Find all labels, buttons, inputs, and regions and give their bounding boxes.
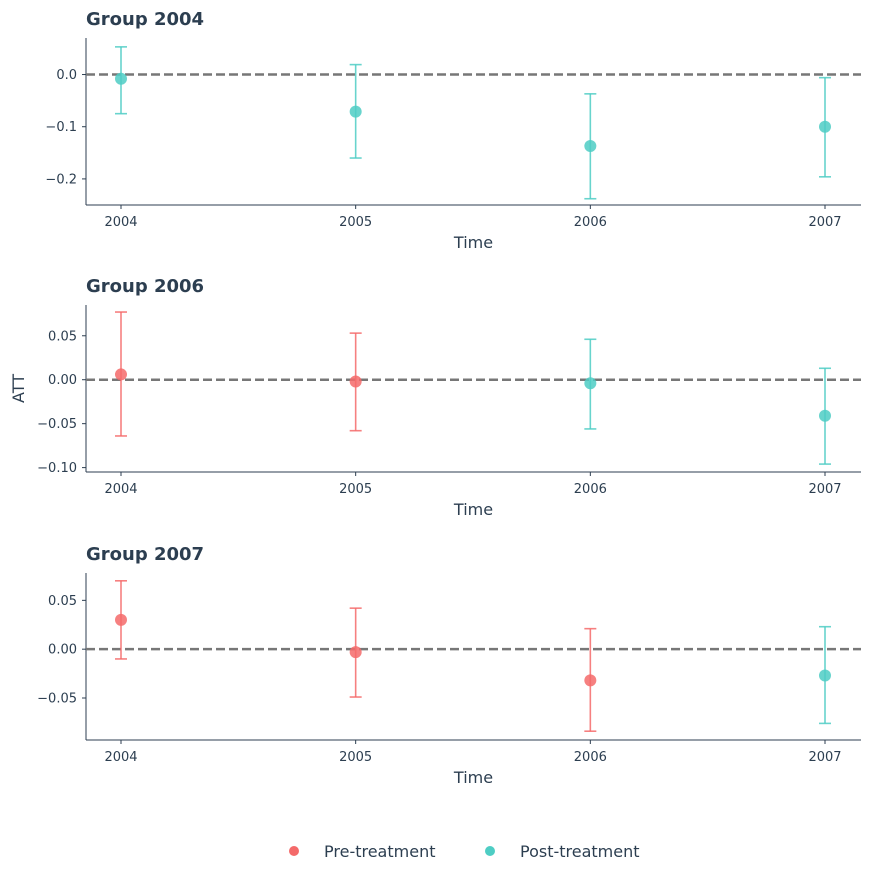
point-marker bbox=[584, 674, 597, 687]
data-point-2007 bbox=[819, 367, 831, 465]
data-point-2005 bbox=[349, 607, 362, 698]
data-point-2006 bbox=[584, 338, 597, 430]
y-tick-label: 0.0 bbox=[56, 68, 77, 83]
chart-panels: Group 2004 0.0 −0.1 −0.2 2004 2005 2006 2007 Tim… bbox=[9, 9, 861, 787]
y-tick-label: −0.05 bbox=[37, 417, 77, 432]
legend-post-label: Post-treatment bbox=[520, 842, 640, 861]
point-marker bbox=[115, 368, 127, 381]
panel-title: Group 2006 bbox=[86, 276, 204, 297]
x-tick-label: 2007 bbox=[808, 215, 841, 230]
y-axis-label: ATT bbox=[9, 374, 28, 403]
data-point-2004 bbox=[115, 311, 127, 437]
point-marker bbox=[349, 646, 362, 659]
x-tick-label: 2007 bbox=[808, 750, 841, 765]
data-point-2007 bbox=[819, 625, 831, 725]
x-tick-label: 2006 bbox=[574, 482, 607, 497]
point-marker bbox=[349, 105, 362, 118]
x-axis-label: Time bbox=[453, 768, 493, 787]
x-tick-label: 2005 bbox=[339, 482, 372, 497]
x-tick-label: 2005 bbox=[339, 215, 372, 230]
data-point-2005 bbox=[349, 63, 362, 159]
y-tick-label: 0.00 bbox=[48, 373, 77, 388]
data-point-2004 bbox=[115, 46, 127, 115]
y-tick-label: −0.2 bbox=[45, 172, 77, 187]
legend: Pre-treatment Post-treatment bbox=[289, 842, 640, 861]
point-marker bbox=[819, 669, 831, 682]
x-axis-label: Time bbox=[453, 500, 493, 519]
y-tick-label: 0.05 bbox=[48, 329, 77, 344]
data-point-2006 bbox=[584, 627, 597, 733]
x-tick-label: 2006 bbox=[574, 215, 607, 230]
panel-title: Group 2004 bbox=[86, 9, 204, 30]
point-marker bbox=[115, 613, 127, 626]
data-point-2005 bbox=[349, 332, 362, 432]
x-tick-label: 2005 bbox=[339, 750, 372, 765]
x-tick-label: 2004 bbox=[104, 215, 137, 230]
y-tick-label: −0.05 bbox=[37, 692, 77, 707]
panel-title: Group 2007 bbox=[86, 544, 204, 565]
legend-post-marker bbox=[485, 846, 495, 856]
y-tick-label: 0.05 bbox=[48, 594, 77, 609]
point-marker bbox=[115, 72, 127, 85]
y-tick-label: −0.1 bbox=[45, 120, 77, 135]
panel-1: Group 2006 0.05 0.00 −0.05 −0.10 2004 2005 2006… bbox=[9, 276, 861, 519]
point-marker bbox=[584, 140, 597, 153]
legend-pre-label: Pre-treatment bbox=[324, 842, 435, 861]
panel-2: Group 2007 0.05 0.00 −0.05 2004 2005 2006 2007 T… bbox=[37, 544, 861, 787]
y-tick-label: −0.10 bbox=[37, 461, 77, 476]
panel-0: Group 2004 0.0 −0.1 −0.2 2004 2005 2006 2007 Tim… bbox=[45, 9, 861, 252]
x-tick-label: 2004 bbox=[104, 482, 137, 497]
legend-pre-marker bbox=[289, 846, 299, 856]
point-marker bbox=[349, 375, 362, 388]
data-point-2006 bbox=[584, 93, 597, 200]
x-tick-label: 2007 bbox=[808, 482, 841, 497]
y-tick-label: 0.00 bbox=[48, 643, 77, 658]
point-marker bbox=[584, 377, 597, 390]
data-point-2007 bbox=[819, 76, 831, 178]
point-marker bbox=[819, 120, 831, 133]
data-point-2004 bbox=[115, 580, 127, 660]
x-tick-label: 2004 bbox=[104, 750, 137, 765]
point-marker bbox=[819, 409, 831, 422]
x-tick-label: 2006 bbox=[574, 750, 607, 765]
x-axis-label: Time bbox=[453, 233, 493, 252]
